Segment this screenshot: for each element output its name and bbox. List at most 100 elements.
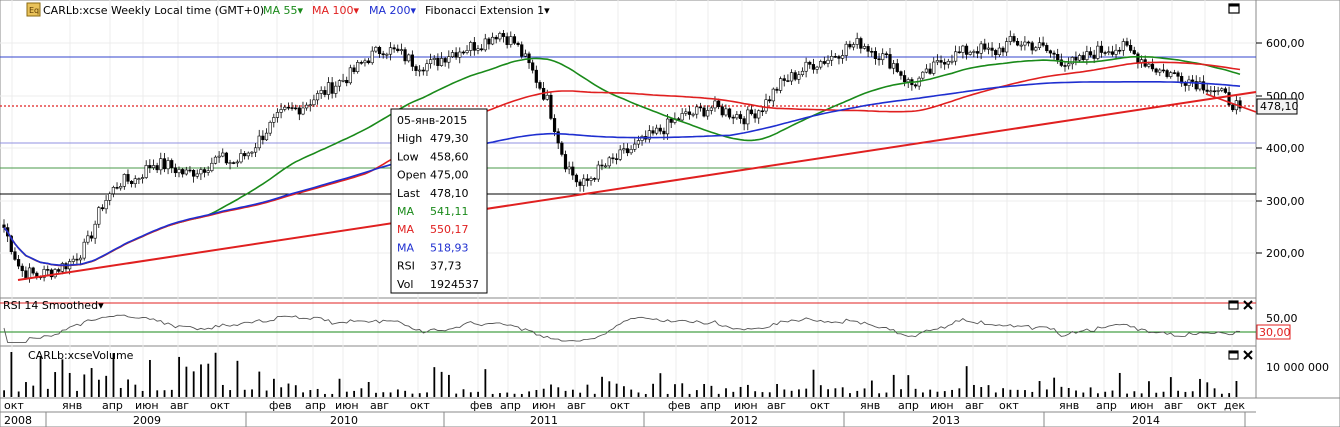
volume-bar [725, 388, 727, 397]
candle-body [392, 47, 396, 50]
candle-body [213, 156, 218, 164]
month-tick-label: окт [810, 399, 830, 412]
month-tick-label: окт [610, 399, 630, 412]
candle-body [593, 178, 597, 180]
volume-bar [119, 387, 122, 397]
candle-body [1132, 50, 1136, 55]
close-icon[interactable] [1243, 350, 1253, 360]
maximize-icon[interactable] [1228, 350, 1239, 360]
volume-bar [404, 390, 407, 397]
candle-body [133, 178, 137, 184]
month-tick-label: авг [767, 399, 786, 412]
tooltip-value: 475,00 [430, 169, 469, 182]
month-tick-label: янв [62, 399, 82, 412]
legend-fibonacci[interactable]: Fibonacci Extension 1▾ [425, 4, 550, 17]
candle-body [873, 51, 877, 60]
candle-body [498, 33, 502, 40]
candle-body [1201, 81, 1206, 91]
volume-bar [1228, 393, 1231, 397]
candle-body [560, 142, 564, 155]
candle-body [1154, 68, 1158, 73]
candle-body [250, 151, 254, 154]
volume-bar [83, 374, 86, 397]
candle-body [1023, 41, 1027, 46]
candle-body [855, 38, 859, 45]
maximize-icon[interactable] [1228, 300, 1239, 310]
candle-body [629, 149, 633, 154]
candle-body [418, 69, 422, 72]
maximize-icon[interactable] [1228, 3, 1240, 14]
month-tick-label: июн [532, 399, 556, 412]
rsi-panel[interactable] [0, 297, 1257, 347]
legend-ma-55[interactable]: MA 55▾ [263, 4, 304, 17]
volume-panel-content: CARLb:xcseVolume 10 000 000 [3, 349, 1329, 397]
month-tick-label: янв [860, 399, 880, 412]
legend-ma-100[interactable]: MA 100▾ [312, 4, 360, 17]
candle-body [294, 107, 298, 110]
volume-bar [506, 392, 509, 397]
volume-bar [411, 393, 414, 397]
candle-body [1110, 51, 1114, 55]
volume-bar [914, 388, 917, 397]
close-icon[interactable] [1243, 300, 1253, 310]
candle-body [82, 241, 86, 259]
candle-body [687, 111, 692, 115]
candle-body [702, 107, 706, 117]
candle-body [385, 53, 389, 56]
candle-body [618, 149, 622, 160]
candle-body [403, 49, 407, 62]
volume-bar [1060, 386, 1063, 397]
candle-body [819, 61, 823, 68]
candle-body [698, 106, 702, 109]
volume-bar [674, 384, 676, 397]
tooltip-value: 458,60 [430, 150, 469, 163]
candle-body [86, 235, 90, 243]
candle-body [337, 80, 342, 87]
candle-body [1198, 81, 1202, 90]
volume-bar [105, 375, 108, 397]
volume-bar [819, 385, 822, 397]
volume-bar [1235, 380, 1238, 397]
candle-body [228, 162, 232, 164]
candle-body [1092, 54, 1096, 59]
candle-body [184, 169, 188, 175]
candle-body [826, 59, 830, 64]
legend-ma-200[interactable]: MA 200▾ [369, 4, 417, 17]
year-label: 2009 [133, 414, 161, 427]
candle-body [859, 38, 863, 49]
volume-bar [309, 390, 312, 397]
volume-bar [987, 385, 990, 397]
month-tick-label: фев [269, 399, 292, 412]
candle-body [345, 79, 349, 84]
candle-body [571, 166, 575, 176]
volume-bar [426, 392, 428, 397]
candle-body [1194, 81, 1198, 90]
candle-body [377, 46, 382, 55]
chart-header: Eq CARLb:xcse Weekly Local time (GMT+0) … [26, 2, 550, 17]
volume-bar [1220, 393, 1223, 397]
volume-bar [703, 384, 706, 397]
candle-body [655, 127, 659, 134]
volume-bar [156, 390, 159, 397]
volume-bar [68, 372, 71, 397]
rsi-panel-content: RSI 14 Smoothed▾ 50,00 30,00 [0, 299, 1298, 343]
month-tick-label: авг [170, 399, 189, 412]
candle-body [447, 56, 451, 63]
volume-bar [251, 389, 253, 397]
candle-body [319, 90, 323, 94]
chart-settings-icon[interactable] [26, 2, 41, 17]
candle-body [1129, 45, 1133, 51]
candle-body [374, 46, 378, 52]
candle-body [1041, 42, 1045, 46]
month-tick-label: окт [4, 399, 24, 412]
candle-body [356, 62, 360, 72]
candle-body [633, 143, 637, 150]
candle-body [567, 166, 571, 170]
volume-bar [462, 389, 465, 397]
candle-body [924, 68, 929, 73]
candle-body [779, 78, 783, 91]
candle-body [884, 53, 888, 56]
candle-body [746, 109, 750, 125]
volume-panel[interactable] [0, 345, 1257, 399]
